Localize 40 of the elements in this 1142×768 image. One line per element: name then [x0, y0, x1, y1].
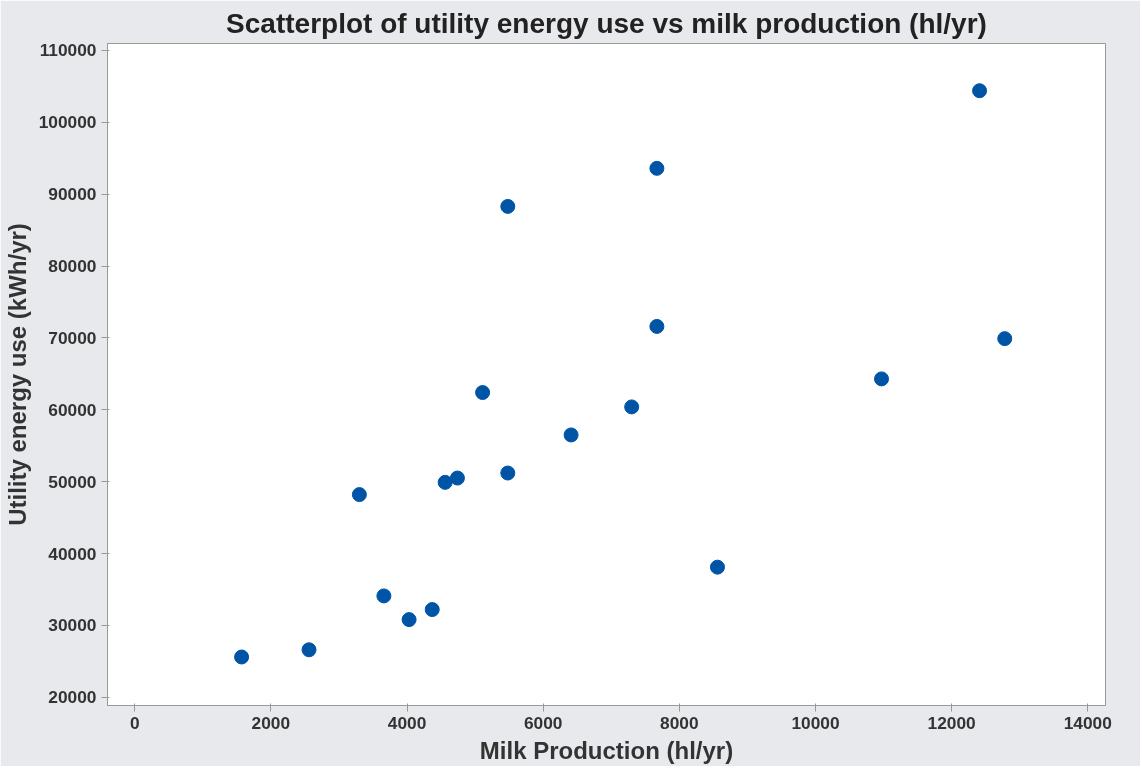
point [874, 371, 890, 387]
point [563, 427, 579, 443]
x-tick-label: 6000 [523, 712, 563, 733]
point [376, 588, 392, 604]
x-tick-label: 14000 [1063, 712, 1112, 733]
chart-title: Scatterplot of utility energy use vs milk production (hl/yr) [226, 7, 987, 39]
x-tick-label: 10000 [791, 712, 840, 733]
x-tick-label: 12000 [927, 712, 976, 733]
point [401, 612, 417, 628]
x-axis-title: Milk Production (hl/yr) [479, 736, 734, 764]
point [500, 198, 516, 214]
point [475, 385, 491, 401]
point [624, 399, 640, 415]
point [301, 642, 317, 658]
point [709, 559, 725, 575]
y-tick-label: 100000 [38, 112, 97, 133]
point [437, 474, 453, 490]
y-tick-label: 30000 [48, 615, 97, 636]
y-tick-label: 20000 [48, 687, 97, 708]
point [649, 160, 665, 176]
point [424, 602, 440, 618]
y-tick-label: 70000 [48, 327, 97, 348]
y-tick-label: 60000 [48, 399, 97, 420]
x-tick-label: 0 [129, 712, 140, 733]
y-tick-label: 110000 [39, 40, 97, 61]
y-tick-label: 40000 [48, 543, 97, 564]
y-axis-title: Utility energy use (kWh/yr) [3, 223, 31, 526]
x-tick-label: 4000 [387, 712, 427, 733]
point [351, 487, 367, 503]
y-tick-label: 50000 [48, 471, 97, 492]
point [972, 83, 988, 99]
y-tick-label: 90000 [48, 184, 97, 205]
point [449, 470, 465, 486]
x-tick-label: 8000 [660, 712, 699, 733]
point [997, 331, 1013, 347]
point [234, 649, 250, 665]
point [649, 318, 665, 334]
x-tick-label: 2000 [251, 712, 291, 733]
y-tick-label: 80000 [48, 256, 97, 277]
point [500, 465, 516, 481]
